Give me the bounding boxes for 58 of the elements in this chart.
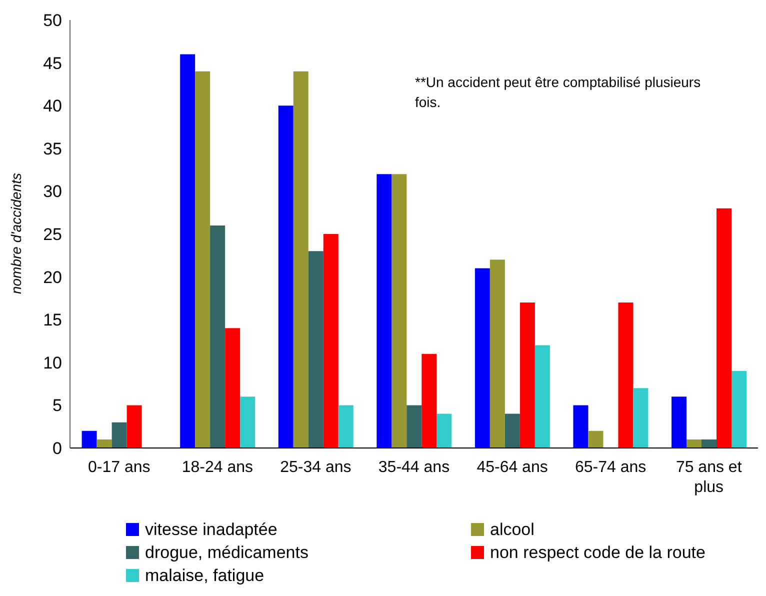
y-tick-label: 0 <box>52 439 62 458</box>
bar <box>240 396 256 448</box>
bar <box>376 174 392 448</box>
y-axis-title: nombre d'accidents <box>8 173 24 294</box>
y-tick-label: 15 <box>43 310 62 330</box>
bar <box>293 71 308 448</box>
y-tick-label: 30 <box>43 182 62 202</box>
x-tick-label: 0-17 ans <box>88 459 150 476</box>
y-tick-label: 5 <box>52 396 62 416</box>
bar <box>278 106 294 448</box>
y-tick-label: 40 <box>43 96 62 116</box>
annotation: **Un accident peut être comptabilisé plusieurs fois. <box>415 73 702 112</box>
bar <box>686 439 702 448</box>
bar <box>195 71 210 448</box>
bar <box>225 328 240 448</box>
bar <box>180 54 196 448</box>
bar <box>112 422 127 448</box>
bar <box>126 405 142 448</box>
x-tick-label: 25-34 ans <box>280 459 352 476</box>
bar <box>82 430 97 448</box>
legend-label: malaise, fatigue <box>145 566 264 586</box>
bar <box>716 208 732 448</box>
bar <box>338 405 354 448</box>
x-tick-label: 45-64 ans <box>476 459 548 476</box>
bar <box>588 430 604 448</box>
bar <box>504 414 520 448</box>
legend-label: drogue, médicaments <box>145 542 308 562</box>
y-tick-label: 35 <box>43 139 62 158</box>
bar <box>308 251 324 448</box>
bar <box>672 396 687 448</box>
bar <box>474 268 490 448</box>
bar <box>436 414 452 448</box>
legend-label: vitesse inadaptée <box>145 520 278 540</box>
bar <box>323 234 338 448</box>
bar <box>520 302 535 448</box>
bar <box>96 439 112 448</box>
bar <box>573 405 588 448</box>
bar <box>490 260 505 448</box>
bar <box>618 302 634 448</box>
bar <box>633 388 648 448</box>
bar <box>732 370 747 448</box>
bar <box>422 354 437 448</box>
legend-label: alcool <box>490 520 534 540</box>
y-tick-label: 20 <box>43 268 62 287</box>
x-tick-label: 18-24 ans <box>182 459 254 476</box>
bar <box>406 405 422 448</box>
bar <box>534 345 550 448</box>
bar <box>702 439 717 448</box>
bar <box>392 174 407 448</box>
x-tick-label: 75 ans et plus <box>676 459 742 496</box>
y-tick-label: 45 <box>43 54 62 73</box>
x-tick-label: 35-44 ans <box>378 459 450 476</box>
y-tick-label: 50 <box>43 11 62 30</box>
legend-label: non respect code de la route <box>490 542 706 562</box>
y-tick-label: 25 <box>43 225 62 244</box>
x-tick-label: 65-74 ans <box>574 459 646 476</box>
bar <box>210 225 226 448</box>
y-tick-label: 10 <box>43 353 62 372</box>
